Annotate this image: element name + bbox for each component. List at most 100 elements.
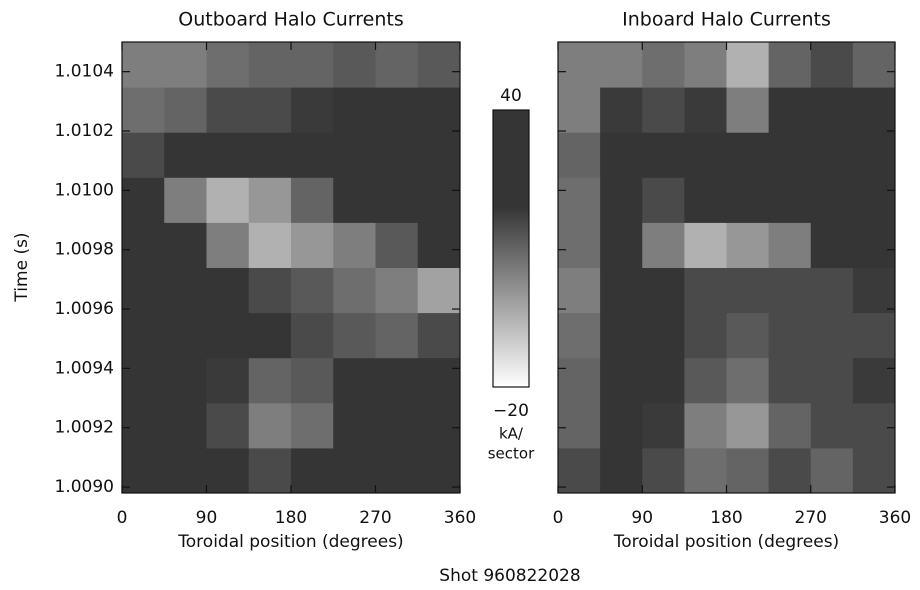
heatmap-cell: [206, 402, 250, 449]
heatmap-cell: [248, 132, 292, 178]
heatmap-cell: [248, 177, 292, 223]
x-tick-label: 270: [359, 508, 391, 528]
heatmap-cell: [852, 312, 896, 359]
heatmap-cell: [726, 447, 770, 494]
heatmap-cell: [558, 312, 601, 359]
heatmap-cell: [164, 267, 207, 314]
heatmap-cell: [122, 42, 165, 88]
heatmap-cell: [852, 87, 896, 133]
heatmap-cell: [206, 42, 250, 88]
heatmap-cell: [248, 267, 292, 314]
heatmap-cell: [852, 222, 896, 268]
y-tick-label: 1.0098: [55, 240, 114, 260]
heatmap-cell: [417, 222, 461, 268]
heatmap-cell: [248, 87, 292, 133]
heatmap-cell: [375, 42, 419, 88]
panel-title: Inboard Halo Currents: [622, 9, 831, 31]
heatmap-cell: [333, 177, 376, 223]
heatmap-cell: [122, 267, 165, 314]
colorbar-label: sector: [488, 445, 535, 463]
heatmap-cell: [768, 132, 812, 178]
x-tick-label: 180: [275, 508, 307, 528]
heatmap-cell: [768, 42, 812, 88]
heatmap-cell: [558, 87, 601, 133]
heatmap-cell: [291, 87, 334, 133]
heatmap-cell: [726, 177, 770, 223]
heatmap-cell: [600, 312, 643, 359]
heatmap-cell: [642, 87, 685, 133]
heatmap-cell: [122, 222, 165, 268]
heatmap-cell: [600, 132, 643, 178]
heatmap-cell: [642, 447, 685, 494]
heatmap-cell: [810, 222, 854, 268]
heatmap-cell: [417, 357, 461, 404]
heatmap-cell: [164, 132, 207, 178]
heatmap-cell: [417, 87, 461, 133]
heatmap-cell: [333, 42, 376, 88]
heatmap-cell: [852, 357, 896, 404]
heatmap-cell: [852, 177, 896, 223]
heatmap-cell: [291, 177, 334, 223]
heatmap-cell: [375, 447, 419, 494]
heatmap-cell: [417, 42, 461, 88]
heatmap-cell: [558, 132, 601, 178]
x-axis-label: Toroidal position (degrees): [613, 532, 839, 552]
heatmap-cell: [684, 222, 727, 268]
heatmap-cell: [164, 312, 207, 359]
heatmap-cell: [375, 222, 419, 268]
heatmap-cell: [810, 402, 854, 449]
heatmap-cell: [810, 357, 854, 404]
heatmap-cell: [768, 312, 812, 359]
heatmap-cell: [248, 222, 292, 268]
heatmap-cell: [852, 402, 896, 449]
heatmap-cell: [164, 177, 207, 223]
heatmap-cell: [122, 87, 165, 133]
x-tick-label: 0: [117, 508, 128, 528]
x-axis-label: Toroidal position (degrees): [177, 532, 403, 552]
heatmap-cell: [558, 222, 601, 268]
heatmap-cell: [558, 447, 601, 494]
y-tick-label: 1.0096: [55, 299, 114, 319]
heatmap-cell: [600, 402, 643, 449]
colorbar-label: kA/: [499, 425, 524, 443]
heatmap-cell: [206, 267, 250, 314]
heatmap-cell: [333, 222, 376, 268]
heatmap-cell: [558, 177, 601, 223]
heatmap-cell: [417, 447, 461, 494]
colorbar-tick-label: 40: [500, 86, 522, 106]
heatmap-cell: [375, 132, 419, 178]
heatmap-cell: [810, 87, 854, 133]
heatmap-cell: [417, 177, 461, 223]
heatmap-cell: [122, 177, 165, 223]
x-tick-label: 90: [196, 508, 218, 528]
heatmap-cell: [852, 267, 896, 314]
heatmap-cell: [684, 402, 727, 449]
heatmap-cell: [726, 267, 770, 314]
heatmap-cell: [600, 447, 643, 494]
heatmap-cell: [122, 447, 165, 494]
heatmap-cell: [810, 177, 854, 223]
heatmap-cell: [684, 87, 727, 133]
heatmap-cell: [164, 357, 207, 404]
heatmap-cell: [164, 87, 207, 133]
heatmap-cell: [810, 42, 854, 88]
heatmap-cell: [122, 402, 165, 449]
heatmap-cell: [333, 402, 376, 449]
heatmap-cell: [684, 132, 727, 178]
heatmap-cell: [768, 447, 812, 494]
colorbar-tick-label: −20: [493, 401, 529, 421]
x-tick-label: 360: [444, 508, 476, 528]
heatmap-cell: [852, 447, 896, 494]
heatmap-cell: [726, 312, 770, 359]
heatmap-cell: [768, 402, 812, 449]
y-tick-label: 1.0102: [55, 121, 114, 141]
colorbar: [492, 109, 530, 388]
heatmap-cell: [810, 312, 854, 359]
heatmap-cell: [768, 222, 812, 268]
heatmap-cell: [206, 132, 250, 178]
heatmap-cell: [600, 267, 643, 314]
heatmap-cell: [684, 177, 727, 223]
heatmap-cell: [852, 42, 896, 88]
heatmap-cell: [684, 267, 727, 314]
